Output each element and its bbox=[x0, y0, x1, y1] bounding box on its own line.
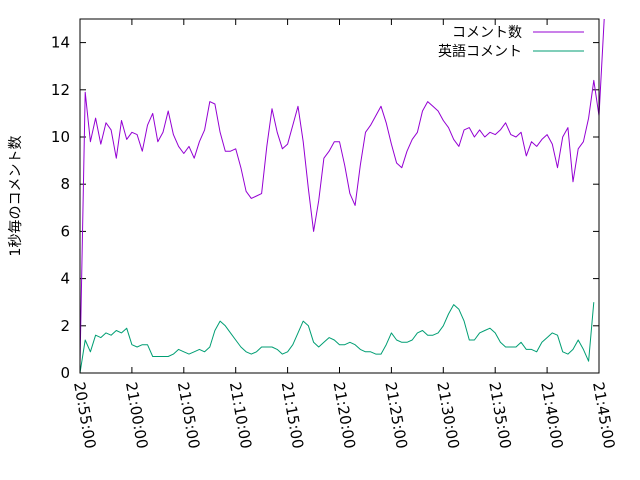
y-tick-label: 4 bbox=[60, 270, 70, 288]
series-layer bbox=[79, 18, 605, 374]
y-tick-label: 6 bbox=[60, 222, 70, 240]
y-tick-label: 14 bbox=[51, 34, 70, 52]
series-line-2 bbox=[79, 302, 595, 374]
legend-label-series-1: コメント数 bbox=[452, 25, 522, 41]
plot-frame bbox=[79, 18, 600, 374]
y-axis-title: 1秒毎のコメント数 bbox=[8, 136, 24, 257]
legend: コメント数 英語コメント bbox=[438, 25, 584, 60]
legend-label-series-2: 英語コメント bbox=[438, 43, 522, 60]
y-tick-label: 10 bbox=[51, 128, 70, 146]
y-tick-label: 0 bbox=[60, 364, 70, 382]
y-axis-ticks: 0 2 4 6 8 10 12 14 bbox=[51, 34, 599, 382]
y-tick-label: 12 bbox=[51, 81, 70, 99]
y-tick-label: 8 bbox=[60, 175, 70, 193]
series-line-1 bbox=[79, 18, 605, 364]
y-tick-label: 2 bbox=[60, 317, 70, 335]
